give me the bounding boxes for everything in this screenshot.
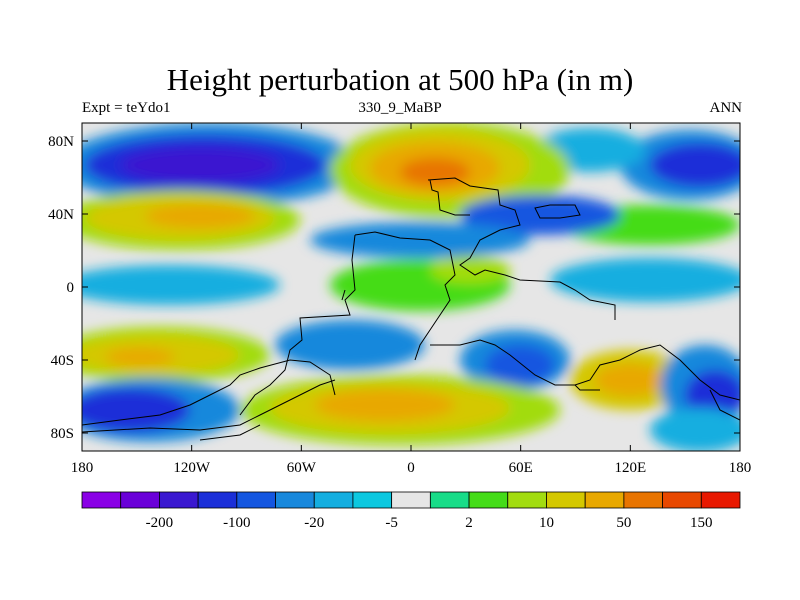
- colorbar-label: 50: [616, 515, 631, 531]
- season-label: ANN: [709, 100, 743, 116]
- colorbar-swatch: [391, 491, 431, 509]
- contour-field: [82, 123, 740, 451]
- experiment-label: Expt = teYdo1: [82, 100, 171, 116]
- y-tick-label: 0: [67, 280, 75, 296]
- colorbar-swatch: [546, 491, 586, 509]
- y-tick-label: 80S: [51, 426, 74, 442]
- x-tick-label: 0: [407, 460, 415, 476]
- x-tick-label: 120W: [173, 460, 211, 476]
- x-tick-label: 60E: [509, 460, 533, 476]
- colorbar-swatch: [700, 491, 741, 509]
- colorbar-swatch: [429, 491, 470, 509]
- colorbar-swatch: [584, 491, 625, 509]
- colorbar-label: 10: [539, 515, 554, 531]
- x-tick-label: 180: [729, 460, 752, 476]
- y-tick-label: 40N: [48, 207, 74, 223]
- colorbar-label: -5: [385, 515, 398, 531]
- colorbar-swatch: [662, 491, 702, 509]
- colorbar-label: -100: [223, 515, 251, 531]
- coastline-outlines: [82, 177, 740, 441]
- colorbar-swatch: [236, 491, 276, 509]
- colorbar-swatch: [81, 491, 122, 509]
- colorbar-swatch: [313, 491, 354, 509]
- map-title: Height perturbation at 500 hPa (in m): [166, 62, 634, 97]
- y-tick-label: 40S: [51, 353, 74, 369]
- y-tick-label: 80N: [48, 134, 74, 150]
- colorbar: -200 -100 -20 -5 2 10 50 150: [81, 491, 741, 531]
- colorbar-swatch: [197, 491, 238, 509]
- colorbar-swatch: [120, 491, 160, 509]
- colorbar-swatch: [623, 491, 663, 509]
- colorbar-swatch: [507, 491, 547, 509]
- colorbar-swatch: [468, 491, 509, 509]
- map-axes: 180 120W 60W 0 60E 120E 180 80N 40N 0 40S 80S: [48, 123, 751, 476]
- colorbar-label: 150: [690, 515, 713, 531]
- x-tick-label: 120E: [614, 460, 646, 476]
- colorbar-swatch: [275, 491, 315, 509]
- period-label: 330_9_MaBP: [358, 100, 442, 116]
- colorbar-label: 2: [465, 515, 473, 531]
- x-tick-label: 180: [71, 460, 94, 476]
- colorbar-label: -200: [146, 515, 174, 531]
- colorbar-swatch: [352, 491, 393, 509]
- colorbar-label: -20: [304, 515, 324, 531]
- colorbar-swatch: [159, 491, 199, 509]
- x-tick-label: 60W: [287, 460, 317, 476]
